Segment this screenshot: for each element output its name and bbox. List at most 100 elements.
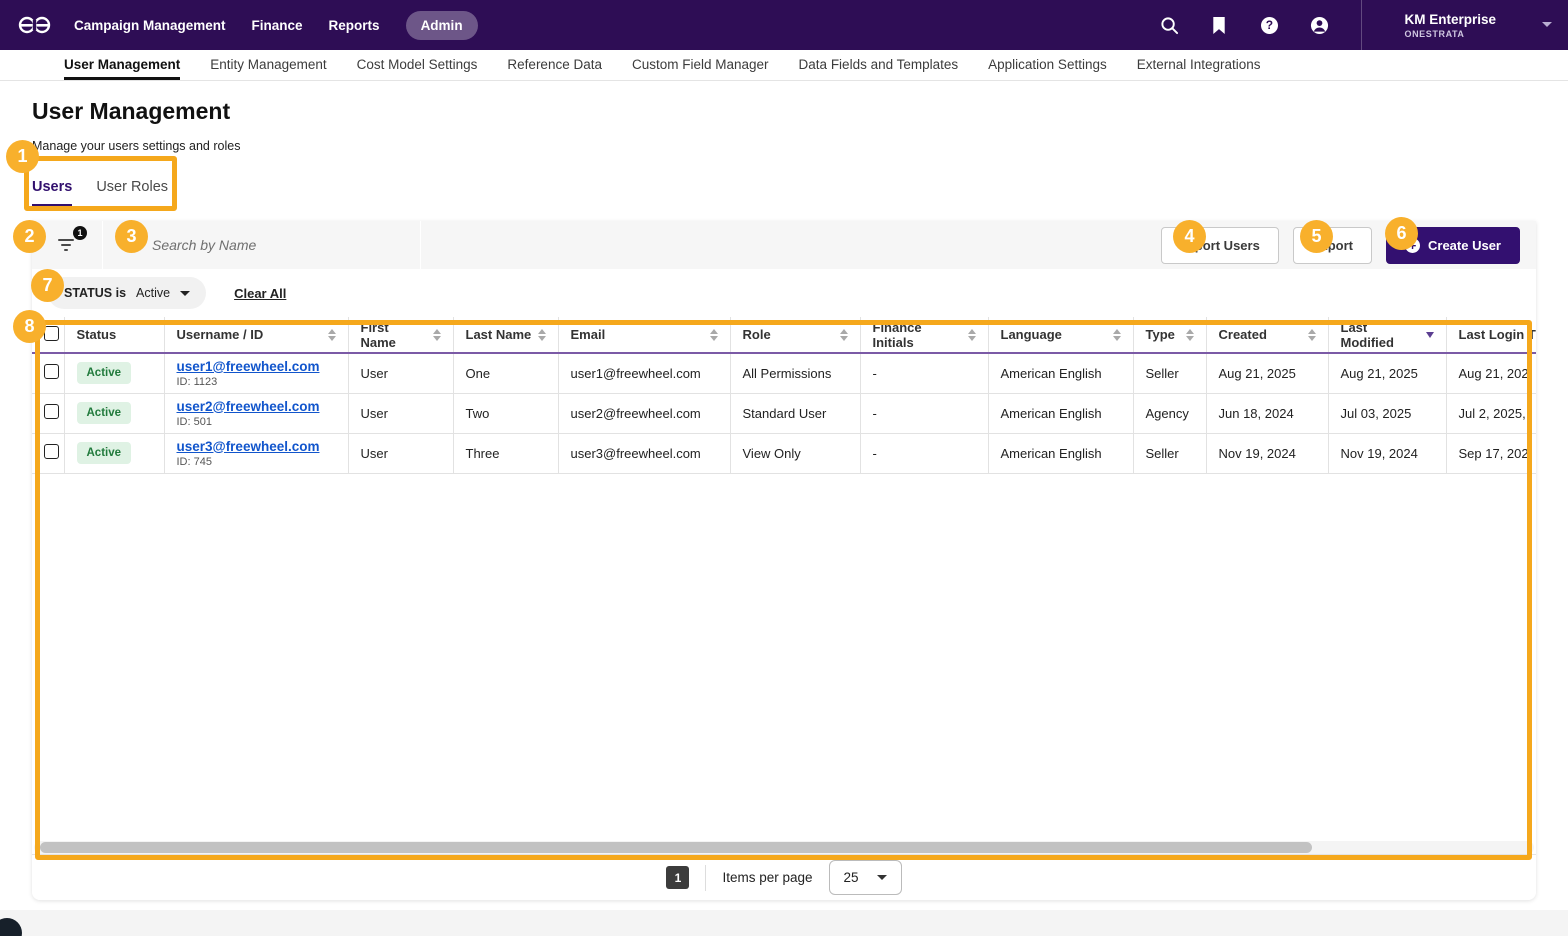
table-toolbar: 1 Import Users Export + Create User bbox=[32, 221, 1536, 269]
create-user-button[interactable]: + Create User bbox=[1386, 226, 1520, 264]
primary-nav: Campaign Management Finance Reports Admi… bbox=[74, 10, 478, 40]
role-cell: View Only bbox=[730, 433, 861, 474]
user-id: ID: 1123 bbox=[176, 375, 218, 388]
column-header-last-login[interactable]: Last Login Ti bbox=[1446, 317, 1536, 354]
email-cell: user3@freewheel.com bbox=[558, 433, 731, 474]
account-icon[interactable] bbox=[1309, 15, 1329, 35]
page-number-button[interactable]: 1 bbox=[666, 866, 690, 889]
column-header-language[interactable]: Language bbox=[988, 317, 1134, 354]
user-id: ID: 745 bbox=[176, 455, 212, 468]
column-header-created[interactable]: Created bbox=[1206, 317, 1329, 354]
finance-initials-cell: - bbox=[860, 393, 989, 434]
sort-icon[interactable] bbox=[839, 328, 848, 341]
finance-initials-cell: - bbox=[860, 433, 989, 474]
nav-item-finance[interactable]: Finance bbox=[251, 17, 303, 33]
column-header-finance-initials[interactable]: Finance Initials bbox=[860, 317, 989, 354]
username-link[interactable]: user3@freewheel.com bbox=[176, 438, 320, 454]
email-cell: user2@freewheel.com bbox=[558, 393, 731, 434]
items-per-page-select[interactable]: 25 bbox=[828, 860, 902, 895]
column-header-username-id[interactable]: Username / ID bbox=[164, 317, 349, 354]
sort-icon[interactable] bbox=[1185, 328, 1194, 341]
last-modified-cell: Jul 03, 2025 bbox=[1328, 393, 1447, 434]
sort-icon[interactable] bbox=[967, 328, 976, 341]
first-name-cell: User bbox=[348, 433, 454, 474]
horizontal-scrollbar bbox=[34, 841, 1534, 854]
tab-users[interactable]: Users bbox=[32, 179, 73, 207]
account-org: ONESTRATA bbox=[1404, 28, 1465, 39]
row-checkbox[interactable] bbox=[44, 404, 59, 419]
page-title: User Management bbox=[32, 98, 231, 124]
clear-all-link[interactable]: Clear All bbox=[234, 285, 287, 301]
status-badge: Active bbox=[76, 362, 132, 385]
sort-icon[interactable] bbox=[537, 328, 546, 341]
per-page-value: 25 bbox=[843, 870, 859, 885]
view-tabs: Users User Roles bbox=[32, 179, 1568, 207]
status-filter-chip[interactable]: STATUS is Active bbox=[48, 277, 207, 309]
language-cell: American English bbox=[988, 393, 1134, 434]
type-cell: Agency bbox=[1133, 393, 1207, 434]
create-user-label: Create User bbox=[1428, 237, 1501, 253]
nav-item-reports[interactable]: Reports bbox=[328, 17, 380, 33]
pagination-divider bbox=[705, 864, 707, 891]
chip-value: Active bbox=[136, 286, 171, 300]
username-link[interactable]: user1@freewheel.com bbox=[176, 358, 320, 374]
account-switcher[interactable]: KM Enterprise ONESTRATA bbox=[1392, 11, 1552, 39]
column-header-role[interactable]: Role bbox=[730, 317, 861, 354]
subnav-item-user-management[interactable]: User Management bbox=[64, 50, 181, 80]
search-input[interactable] bbox=[152, 237, 362, 253]
column-header-status[interactable]: Status bbox=[64, 317, 165, 354]
subnav-item-reference-data[interactable]: Reference Data bbox=[507, 57, 602, 72]
created-cell: Aug 21, 2025 bbox=[1206, 353, 1329, 394]
select-all-checkbox[interactable] bbox=[44, 325, 59, 341]
column-header-type[interactable]: Type bbox=[1133, 317, 1207, 354]
first-name-cell: User bbox=[348, 393, 454, 434]
sort-icon[interactable] bbox=[1112, 328, 1121, 341]
last-name-cell: Three bbox=[453, 433, 559, 474]
chip-field-label: STATUS is bbox=[64, 286, 127, 300]
column-header-last-modified[interactable]: Last Modified bbox=[1328, 317, 1447, 354]
sort-icon[interactable] bbox=[327, 328, 336, 341]
sort-icon[interactable] bbox=[709, 328, 718, 341]
subnav-item-custom-field-manager[interactable]: Custom Field Manager bbox=[631, 57, 769, 72]
last-name-cell: Two bbox=[453, 393, 559, 434]
users-table-viewport: Status Username / ID First Name Last Nam… bbox=[32, 317, 1536, 841]
nav-item-campaign-management[interactable]: Campaign Management bbox=[74, 17, 226, 33]
username-link[interactable]: user2@freewheel.com bbox=[176, 398, 320, 414]
import-users-button[interactable]: Import Users bbox=[1160, 226, 1279, 264]
page-subtitle: Manage your users settings and roles bbox=[32, 139, 241, 153]
last-login-cell: Sep 17, 202 bbox=[1446, 433, 1536, 474]
active-filters-bar: STATUS is Active Clear All bbox=[32, 269, 1536, 317]
column-header-email[interactable]: Email bbox=[558, 317, 731, 354]
subnav-item-application-settings[interactable]: Application Settings bbox=[988, 57, 1107, 72]
help-glyph: ? bbox=[1260, 16, 1278, 34]
subnav-item-cost-model-settings[interactable]: Cost Model Settings bbox=[356, 57, 478, 72]
status-badge: Active bbox=[76, 442, 132, 464]
bookmark-icon[interactable] bbox=[1209, 15, 1229, 35]
tab-user-roles[interactable]: User Roles bbox=[96, 179, 169, 195]
help-icon[interactable]: ? bbox=[1259, 15, 1279, 35]
sort-icon[interactable] bbox=[1307, 328, 1316, 341]
last-modified-cell: Aug 21, 2025 bbox=[1328, 353, 1447, 394]
filter-icon[interactable]: 1 bbox=[54, 226, 87, 258]
navbar-divider bbox=[1361, 0, 1363, 50]
row-checkbox[interactable] bbox=[44, 444, 59, 459]
subnav-item-external-integrations[interactable]: External Integrations bbox=[1136, 57, 1261, 72]
export-button[interactable]: Export bbox=[1292, 226, 1372, 264]
created-cell: Jun 18, 2024 bbox=[1206, 393, 1329, 434]
nav-item-admin[interactable]: Admin bbox=[405, 10, 478, 40]
sort-icon[interactable] bbox=[432, 328, 441, 341]
subnav-item-data-fields-templates[interactable]: Data Fields and Templates bbox=[798, 57, 959, 72]
brand-logo-icon[interactable] bbox=[16, 11, 56, 39]
top-navbar: Campaign Management Finance Reports Admi… bbox=[0, 0, 1568, 50]
search-icon bbox=[125, 234, 142, 256]
chevron-down-icon bbox=[1542, 22, 1552, 28]
search-icon[interactable] bbox=[1159, 15, 1179, 35]
type-cell: Seller bbox=[1133, 353, 1207, 394]
scrollbar-thumb[interactable] bbox=[40, 842, 1312, 853]
last-name-cell: One bbox=[453, 353, 559, 394]
column-header-first-name[interactable]: First Name bbox=[348, 317, 454, 354]
row-checkbox[interactable] bbox=[44, 364, 59, 380]
column-header-last-name[interactable]: Last Name bbox=[453, 317, 559, 354]
subnav-item-entity-management[interactable]: Entity Management bbox=[210, 57, 327, 72]
